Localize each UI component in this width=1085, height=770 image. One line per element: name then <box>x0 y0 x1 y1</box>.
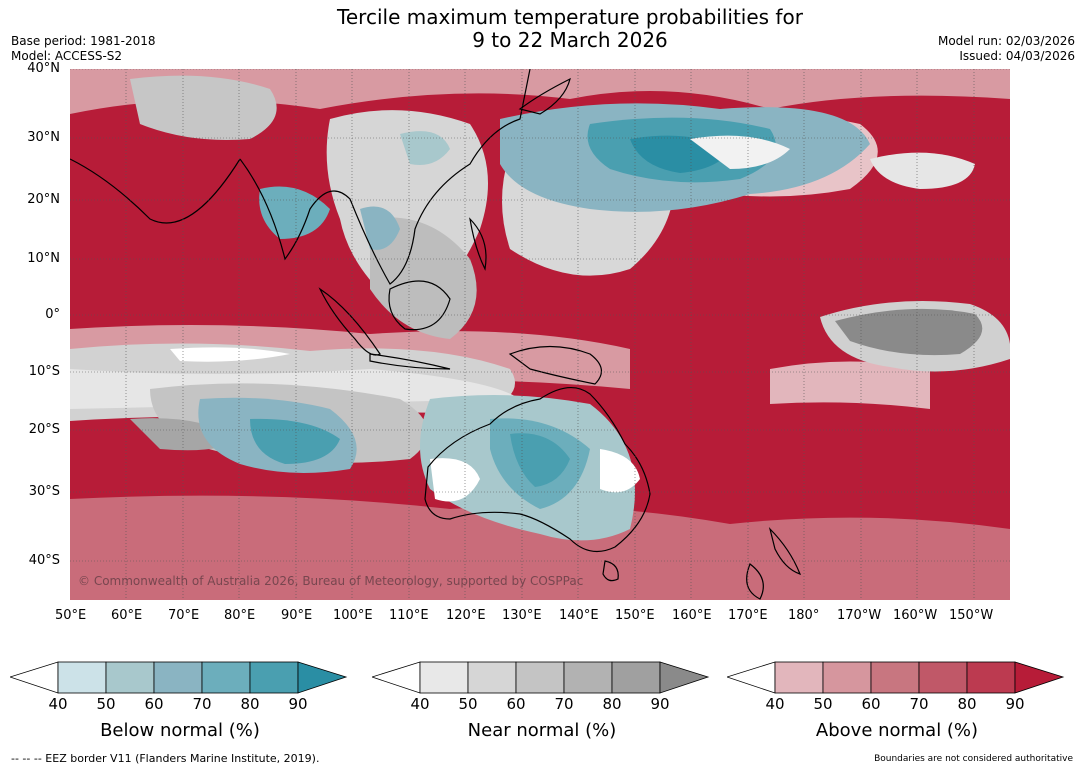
model-name: Model: ACCESS-S2 <box>11 49 123 63</box>
colorbar-tick: 70 <box>554 695 574 713</box>
colorbar-label: Below normal (%) <box>100 720 260 741</box>
colorbar-tick: 80 <box>957 695 977 713</box>
lon-label: 120°E <box>446 608 486 623</box>
colorbar-label: Near normal (%) <box>467 720 617 741</box>
lon-label: 80°E <box>224 608 256 623</box>
map-title-line1: Tercile maximum temperature probabilitie… <box>337 5 803 29</box>
colorbar-label: Above normal (%) <box>815 720 979 741</box>
lat-label: 20°N <box>27 192 60 207</box>
colorbar-above-normal <box>727 661 1065 694</box>
colorbar-tick: 60 <box>861 695 881 713</box>
colorbar-below-normal <box>10 661 348 694</box>
colorbar-tick: 60 <box>506 695 526 713</box>
copyright-notice: © Commonwealth of Australia 2026, Bureau… <box>78 574 584 588</box>
lon-label: 160°W <box>893 608 938 623</box>
tasmania-coastline <box>602 560 619 582</box>
no-dominant-category-regions <box>170 135 790 502</box>
map-title-line2: 9 to 22 March 2026 <box>472 28 668 52</box>
java-coastline <box>369 353 451 370</box>
lat-label: 40°S <box>28 553 60 568</box>
colorbar-tick: 40 <box>410 695 430 713</box>
colorbar-tick: 90 <box>650 695 670 713</box>
colorbar-tick: 80 <box>240 695 260 713</box>
boundaries-disclaimer: Boundaries are not considered authoritat… <box>874 754 1073 764</box>
lat-label: 40°N <box>27 61 60 76</box>
lon-label: 60°E <box>111 608 143 623</box>
lon-label: 90°E <box>281 608 313 623</box>
below-normal-regions <box>198 103 870 541</box>
graticule <box>70 69 1010 600</box>
japan-coastline <box>518 77 571 115</box>
colorbar-tick: 40 <box>48 695 68 713</box>
lat-label: 10°S <box>28 364 60 379</box>
colorbar-tick: 50 <box>458 695 478 713</box>
borneo-coastline <box>388 280 451 331</box>
lat-label: 10°N <box>27 251 60 266</box>
lon-label: 150°E <box>615 608 655 623</box>
lon-label: 50°E <box>55 608 87 623</box>
nz-south-island-coastline <box>746 563 764 600</box>
colorbar-tick: 50 <box>813 695 833 713</box>
colorbar-tick: 60 <box>144 695 164 713</box>
new-guinea-coastline <box>508 345 602 385</box>
lat-label: 0° <box>45 307 60 322</box>
colorbar-tick: 40 <box>765 695 785 713</box>
lon-label: 170°E <box>728 608 768 623</box>
issued-date: Issued: 04/03/2026 <box>959 49 1075 63</box>
australia-coastline <box>424 387 651 553</box>
lon-label: 140°E <box>559 608 599 623</box>
colorbar-near-normal <box>372 661 710 694</box>
lat-label: 30°N <box>27 130 60 145</box>
colorbar-tick: 90 <box>288 695 308 713</box>
lon-label: 160°E <box>672 608 712 623</box>
model-run: Model run: 02/03/2026 <box>937 34 1075 48</box>
philippines-coastline <box>469 217 487 271</box>
base-period: Base period: 1981-2018 <box>11 34 156 48</box>
lon-label: 180° <box>788 608 820 623</box>
probability-map <box>70 69 1010 600</box>
colorbar-tick: 70 <box>192 695 212 713</box>
colorbar-tick: 90 <box>1005 695 1025 713</box>
lon-label: 70°E <box>168 608 200 623</box>
lon-label: 130°E <box>502 608 542 623</box>
colorbar-tick: 80 <box>602 695 622 713</box>
lat-label: 30°S <box>28 484 60 499</box>
coastlines <box>70 69 802 600</box>
lat-label: 20°S <box>28 422 60 437</box>
colorbar-tick: 70 <box>909 695 929 713</box>
nz-north-island-coastline <box>768 527 802 575</box>
eez-border-note: -- -- -- EEZ border V11 (Flanders Marine… <box>11 752 320 765</box>
lon-label: 150°W <box>949 608 994 623</box>
lon-label: 170°W <box>837 608 882 623</box>
asia-mainland-coastline <box>239 69 531 285</box>
lon-label: 100°E <box>333 608 373 623</box>
lon-label: 110°E <box>389 608 429 623</box>
colorbar-tick: 50 <box>96 695 116 713</box>
arabia-coastline <box>70 158 241 224</box>
